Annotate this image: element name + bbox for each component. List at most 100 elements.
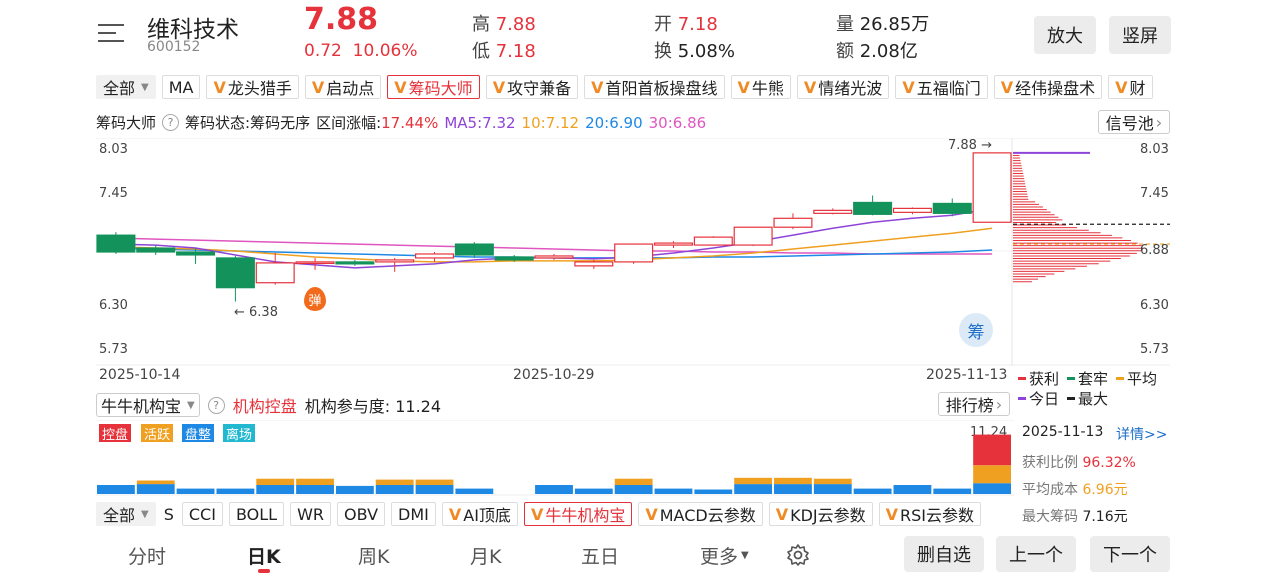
institution-bar-blue [813,484,852,494]
bottom-tab-macd[interactable]: V MACD云参数 [638,502,763,526]
bottom-tab-wr[interactable]: WR [290,502,331,526]
indicator-tab-shouyang[interactable]: V 首阳首板操盘线 [584,75,725,99]
signal-pool-button[interactable]: 信号池 › [1098,110,1170,134]
candle-body [773,217,813,228]
help-icon[interactable]: ? [162,114,180,131]
y-tick-left: 8.03 [99,142,128,157]
indicator-tab-ma[interactable]: MA [161,75,201,99]
bottom-tab-s[interactable]: S [161,502,176,526]
bottom-all-dropdown[interactable]: 全部 ▼ [96,502,156,526]
prev-stock-button[interactable]: 上一个 [996,536,1076,572]
avg-cost-value: 6.96元 [1082,482,1128,498]
nav-tab-intraday[interactable]: 分时 [128,545,167,568]
sub-indicator-select[interactable]: 牛牛机构宝 ▼ [96,393,200,417]
institution-bar [933,488,972,494]
indicator-tab-wufu[interactable]: V 五福临门 [895,75,988,99]
rank-list-button[interactable]: 排行榜 › [938,392,1010,416]
indicator-tab-qidong[interactable]: V 启动点 [304,75,382,99]
legend-avg: 平均 [1116,368,1157,389]
indicator-tab-qingxu[interactable]: V 情绪光波 [796,75,890,99]
candle [375,257,415,272]
institution-bar [654,488,693,494]
bottom-tab-cci[interactable]: CCI [181,502,223,526]
bottom-tab-kdj[interactable]: V KDJ云参数 [768,502,873,526]
candle [693,236,733,246]
detail-link[interactable]: 详情>> [1116,427,1168,443]
indicator-tab-gongshou[interactable]: V 攻守兼备 [485,75,579,99]
nav-tab-more[interactable]: 更多 ▼ [700,533,749,577]
gear-icon[interactable] [786,543,810,567]
date-label: 2025-10-29 [513,367,595,383]
portrait-button[interactable]: 竖屏 [1109,16,1171,54]
high-stat: 高 7.88 [472,10,536,36]
bottom-tab-obv[interactable]: OBV [337,502,386,526]
change-percent: 10.06% [352,41,418,61]
zoom-button[interactable]: 放大 [1034,16,1096,54]
nav-tab-monthly[interactable]: 月K [470,545,502,568]
bottom-tab-label: S [163,504,174,524]
amount-label: 额 [836,41,854,62]
institution-bar-blue [415,485,454,494]
y-tick-right: 7.45 [1140,186,1169,201]
bottom-tab-label: 牛牛机构宝 [545,506,626,525]
range-value: 17.44% [381,114,439,132]
ma20-value: 20:6.90 [585,113,643,132]
indicator-tab-bar: 全部 ▼ MA V 龙头猎手 V 启动点 V 筹码大师 V 攻守兼备 V 首阳首板操盘线 V… [96,75,1170,101]
institution-bar-orange [136,480,175,485]
institution-bar-orange [973,465,1012,484]
v-badge-icon: V [311,77,325,97]
y-tick-right: 8.03 [1140,142,1169,157]
high-marker: 7.88 → [948,138,992,153]
chip-legend-2: 今日 最大 [1018,388,1108,409]
help-icon[interactable]: ? [207,396,225,414]
bottom-all-label: 全部 [103,506,136,525]
next-stock-button[interactable]: 下一个 [1090,536,1170,572]
nav-tab-fiveday[interactable]: 五日 [581,545,620,568]
remove-watchlist-button[interactable]: 删自选 [904,536,984,572]
bottom-tab-niuniu[interactable]: V 牛牛机构宝 [523,502,633,526]
indicator-tab-longtou[interactable]: V 龙头猎手 [206,75,299,99]
institution-bar [256,478,295,494]
high-label: 高 [472,14,490,35]
legend-trapped: 套牢 [1067,368,1108,389]
candle-body [136,247,176,253]
indicator-all-dropdown[interactable]: 全部 ▼ [96,75,156,99]
indicator-tab-jingwei[interactable]: V 经伟操盘术 [993,75,1103,99]
y-tick-left: 6.30 [99,298,128,313]
kline-chart[interactable] [96,138,1170,366]
indicator-tab-chouma[interactable]: V 筹码大师 [387,75,480,99]
v-badge-icon: V [1000,77,1014,97]
v-badge-icon: V [803,77,817,97]
nav-tab-weekly[interactable]: 周K [358,545,390,568]
institution-bar [136,480,175,494]
bottom-tab-rsi[interactable]: V RSI云参数 [878,502,982,526]
bottom-tab-ai[interactable]: V AI顶底 [441,502,518,526]
v-badge-icon: V [213,77,226,97]
bottom-tab-label: CCI [188,504,216,524]
bottom-tab-boll[interactable]: BOLL [228,502,285,526]
ma10-value: 10:7.12 [521,113,580,132]
indicator-tab-niuxiong[interactable]: V 牛熊 [730,75,791,99]
open-value: 7.18 [677,14,718,35]
y-tick-left: 7.45 [99,186,128,201]
menu-icon[interactable] [98,24,124,46]
chip-badge-icon[interactable]: 筹 [959,313,993,347]
bottom-tab-dmi[interactable]: DMI [391,502,436,526]
candle-body [733,226,773,246]
bullet-signal-icon[interactable]: 弹 [304,287,326,311]
caret-down-icon: ▼ [741,549,749,561]
institution-bar-orange [734,477,773,485]
avg-swatch [1116,377,1125,380]
low-value: 7.18 [495,41,536,62]
v-badge-icon: V [902,77,915,97]
institution-bar-blue [136,484,175,494]
active-tab-indicator [258,569,270,573]
candle [653,241,693,249]
legend-avg-label: 平均 [1127,370,1158,388]
nav-tab-daily[interactable]: 日K [247,533,281,577]
bottom-indicator-bar: 全部 ▼ S CCI BOLL WR OBV DMI V AI顶底 V 牛牛机构宝 V… [96,502,1014,528]
legend-max-label: 最大 [1078,390,1109,408]
institution-bar-chart[interactable] [96,420,1014,496]
indicator-tab-label: 首阳首板操盘线 [605,79,718,98]
